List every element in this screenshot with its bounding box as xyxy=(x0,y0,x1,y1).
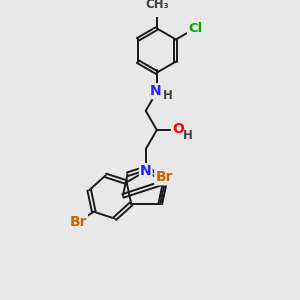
Text: CH₃: CH₃ xyxy=(145,0,169,11)
Text: N: N xyxy=(150,84,161,98)
Text: N: N xyxy=(140,164,152,178)
Text: Br: Br xyxy=(70,215,87,229)
Text: H: H xyxy=(163,89,172,102)
Text: Cl: Cl xyxy=(188,22,202,35)
Text: Br: Br xyxy=(155,170,173,184)
Text: H: H xyxy=(182,129,192,142)
Text: O: O xyxy=(172,122,184,136)
